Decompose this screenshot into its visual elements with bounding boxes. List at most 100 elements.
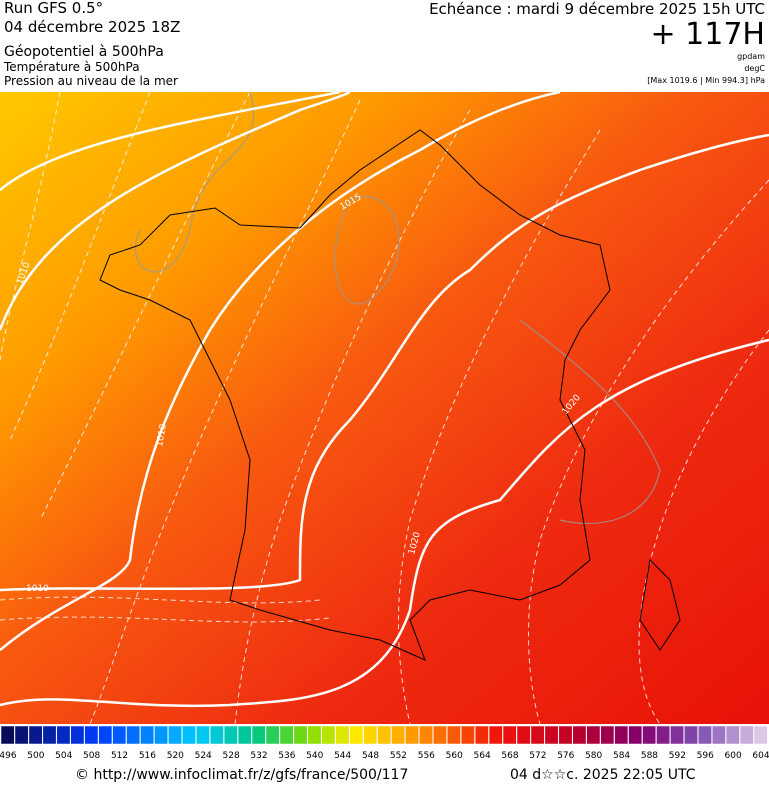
color-swatch (600, 725, 615, 745)
color-swatch (56, 725, 71, 745)
colorbar-label: 556 (418, 751, 435, 761)
color-swatch (377, 725, 392, 745)
colorbar-label: 592 (669, 751, 686, 761)
colorbar-label: 532 (250, 751, 267, 761)
color-swatch (279, 725, 294, 745)
france-outline (99, 129, 611, 661)
colorbar-label: 512 (111, 751, 128, 761)
geopotential-contours (134, 92, 661, 525)
color-swatch (265, 725, 280, 745)
colorbar-label: 516 (139, 751, 156, 761)
color-swatch (502, 725, 517, 745)
color-swatch (391, 725, 406, 745)
color-swatch (642, 725, 657, 745)
color-swatch (182, 725, 196, 745)
color-swatch (419, 725, 433, 745)
colorbar-label: 520 (167, 751, 184, 761)
colorbar-label: 540 (306, 751, 323, 761)
color-swatch (98, 725, 113, 745)
color-swatch (112, 725, 127, 745)
unit-geopotential: gpdam (737, 52, 765, 61)
color-swatch (70, 725, 85, 745)
color-swatch (474, 725, 489, 745)
colorbar: 496 500 504 508 512 516 520 524 528 532 536 540 544 5… (0, 725, 769, 761)
temperature-field (0, 92, 769, 724)
colorbar-label: 580 (585, 751, 602, 761)
colorbar-label: 544 (334, 751, 351, 761)
colorbar-label: 508 (83, 751, 100, 761)
colorbar-label: 576 (557, 751, 574, 761)
colorbar-label: 500 (27, 751, 44, 761)
color-swatch (251, 725, 266, 745)
isobar-label: 1010 (155, 423, 169, 448)
field-1: Géopotentiel à 500hPa (4, 44, 164, 60)
run: Run GFS 0.5° (4, 0, 103, 17)
color-swatch (307, 725, 322, 745)
color-swatch (544, 725, 559, 745)
colorbar-label: 536 (278, 751, 295, 761)
isobars (0, 92, 769, 708)
color-swatch (711, 725, 726, 745)
colorbar-label: 572 (529, 751, 546, 761)
color-swatch (753, 725, 768, 745)
colorbar-label: 564 (474, 751, 491, 761)
color-swatch (628, 725, 643, 745)
color-swatch (28, 725, 43, 745)
color-swatch (140, 725, 155, 745)
color-swatch (530, 725, 545, 745)
color-swatch (293, 725, 308, 745)
color-swatch (405, 725, 420, 745)
color-swatch (572, 725, 587, 745)
generated-time: 04 d☆☆c. 2025 22:05 UTC (510, 767, 696, 783)
run-date: 04 décembre 2025 18Z (4, 18, 180, 36)
colorbar-label: 548 (362, 751, 379, 761)
color-swatch (586, 725, 601, 745)
map: 1010 1010 1010 1015 1020 1020 (0, 92, 769, 724)
color-swatch (42, 725, 57, 745)
color-swatch (0, 725, 15, 745)
corsica-outline (639, 558, 681, 651)
field-2: Température à 500hPa (3, 60, 140, 74)
colorbar-label: 596 (697, 751, 714, 761)
color-swatch (698, 725, 712, 745)
color-swatch (363, 725, 378, 745)
color-swatch (460, 725, 475, 745)
colorbar-label: 524 (195, 751, 212, 761)
colorbar-label: 600 (725, 751, 742, 761)
unit-temperature: degC (744, 64, 765, 73)
color-swatch (14, 725, 29, 745)
source-url: © http://www.infoclimat.fr/z/gfs/france/… (75, 767, 408, 783)
color-swatch (447, 725, 461, 745)
color-swatch (516, 725, 531, 745)
color-swatch (195, 725, 210, 745)
color-swatch (349, 725, 364, 745)
color-swatch (558, 725, 573, 745)
color-swatch (223, 725, 238, 745)
colorbar-label: 588 (641, 751, 658, 761)
color-swatch (739, 725, 754, 745)
isobar-label: 1010 (26, 584, 49, 594)
color-swatch (321, 725, 336, 745)
color-swatch (168, 725, 182, 745)
valid-time: Echéance : mardi 9 décembre 2025 15h UTC (429, 0, 765, 18)
color-swatch (335, 725, 350, 745)
colorbar-label: 504 (55, 751, 72, 761)
color-swatch (725, 725, 740, 745)
colorbar-label: 604 (752, 751, 769, 761)
colorbar-label: 568 (501, 751, 518, 761)
color-swatch (656, 725, 671, 745)
color-swatch (209, 725, 224, 745)
colorbar-label: 496 (0, 751, 17, 761)
field-3: Pression au niveau de la mer (4, 74, 178, 88)
colorbar-label: 560 (446, 751, 463, 761)
color-swatch (84, 725, 99, 745)
colorbar-label: 552 (390, 751, 407, 761)
color-swatch (237, 725, 252, 745)
color-swatch (488, 725, 503, 745)
color-swatch (126, 725, 141, 745)
pressure-range: [Max 1019.6 | Min 994.3] hPa (647, 76, 765, 85)
colorbar-label: 584 (613, 751, 630, 761)
color-swatch (154, 725, 168, 745)
color-swatch (433, 725, 447, 745)
